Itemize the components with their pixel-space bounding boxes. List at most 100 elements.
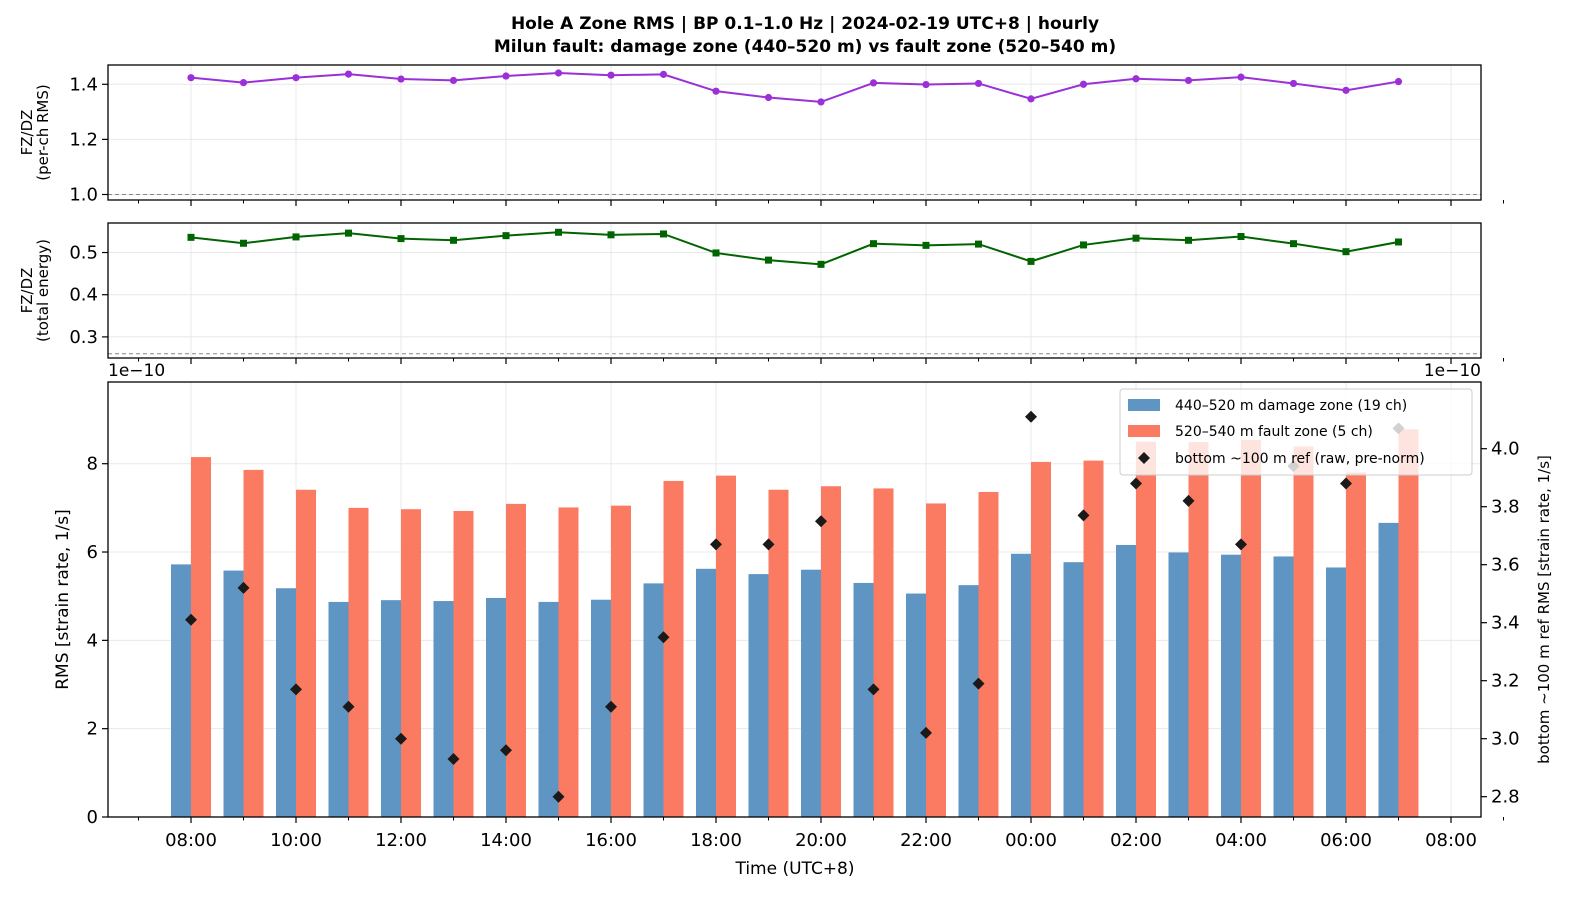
rms-ratio-point <box>712 87 720 95</box>
damage-zone-bar <box>1378 522 1399 817</box>
rms-bar-y-ticks-left: 0 2 4 6 8 <box>87 454 108 828</box>
rms-bar-y-label-right: bottom ~100 m ref RMS [strain rate, 1/s] <box>1535 455 1553 764</box>
y-label-line: FZ/DZ <box>18 268 36 314</box>
rms-ratio-point <box>1132 75 1140 83</box>
rms-ratio-grid <box>108 65 1481 200</box>
energy-ratio-point <box>502 232 510 240</box>
energy-ratio-point <box>1132 234 1140 242</box>
fault-zone-bar <box>1188 442 1209 817</box>
rms-ratio-point <box>607 71 615 79</box>
fault-zone-bar <box>768 489 789 817</box>
y-label-line: FZ/DZ <box>18 110 36 156</box>
reference-marker <box>657 631 670 644</box>
fault-zone-bar <box>611 505 631 817</box>
energy-ratio-point <box>397 235 405 243</box>
rms-ratio-panel: 1.0 1.2 1.4 FZ/DZ(per-ch RMS) <box>18 64 1504 206</box>
rms-bar-x-ticks: 08:00 10:00 12:00 14:00 16:00 18:00 20:00 22:00… <box>138 817 1504 851</box>
y-tick-label: 0.5 <box>69 243 98 264</box>
rms-ratio-y-label: FZ/DZ(per-ch RMS) <box>18 84 52 180</box>
damage-zone-bar <box>381 600 401 817</box>
energy-ratio-point <box>450 236 457 244</box>
reference-marker <box>710 538 722 551</box>
rms-ratio-point <box>344 70 353 78</box>
fault-zone-bars <box>191 429 1419 817</box>
rms-ratio-point <box>869 79 878 87</box>
legend-marker-reference <box>1138 452 1150 464</box>
legend: 440–520 m damage zone (19 ch) 520–540 m … <box>1119 388 1473 476</box>
reference-marker <box>552 790 565 803</box>
rms-ratio-point <box>1184 76 1193 85</box>
energy-ratio-point <box>1027 257 1035 265</box>
reference-marker <box>500 744 512 757</box>
energy-ratio-point <box>1395 238 1402 246</box>
damage-zone-bar <box>958 585 979 817</box>
fault-zone-bar <box>1241 439 1261 817</box>
energy-ratio-point <box>1185 236 1192 244</box>
energy-ratio-point <box>712 249 720 257</box>
x-tick-label: 00:00 <box>1005 830 1057 851</box>
damage-zone-bars <box>171 522 1399 817</box>
energy-ratio-point <box>765 256 772 264</box>
damage-zone-bar <box>643 583 664 817</box>
reference-marker <box>1077 509 1090 522</box>
damage-zone-bar <box>801 569 821 817</box>
damage-zone-bar <box>276 588 296 817</box>
legend-label-damage-zone: 440–520 m damage zone (19 ch) <box>1175 398 1407 414</box>
reference-marker <box>290 683 302 696</box>
energy-ratio-point <box>660 230 667 238</box>
figure-title-line2: Milun fault: damage zone (440–520 m) vs … <box>494 37 1116 57</box>
rms-ratio-point <box>922 80 930 89</box>
right-y-tick-label: 3.2 <box>1491 671 1520 692</box>
damage-zone-bar <box>1116 544 1136 817</box>
energy-ratio-point <box>345 229 352 237</box>
reference-marker <box>447 753 460 765</box>
energy-ratio-point <box>607 231 615 239</box>
fault-zone-bar <box>348 507 369 817</box>
x-tick-label: 22:00 <box>900 830 952 851</box>
x-tick-label: 02:00 <box>1110 830 1162 851</box>
x-tick-label: 18:00 <box>690 830 742 851</box>
y-label-line: (per-ch RMS) <box>34 84 52 180</box>
rms-ratio-point <box>974 79 983 88</box>
fault-zone-bar <box>191 457 211 817</box>
legend-label-reference: bottom ~100 m ref (raw, pre-norm) <box>1175 451 1425 467</box>
fault-zone-bar <box>401 509 421 817</box>
offset-text-left: 1e−10 <box>108 361 165 381</box>
fault-zone-bar <box>1346 472 1366 817</box>
reference-marker <box>1130 477 1142 490</box>
y-tick-label: 8 <box>87 454 98 475</box>
fault-zone-bar <box>453 510 474 817</box>
legend-box <box>1119 388 1473 476</box>
energy-ratio-point <box>1080 241 1087 249</box>
rms-ratio-series <box>187 69 1403 106</box>
energy-ratio-point <box>555 228 562 236</box>
rms-bar-y-label: RMS [strain rate, 1/s] <box>53 509 73 690</box>
reference-marker <box>815 515 827 528</box>
damage-zone-bar <box>1326 567 1346 817</box>
fault-zone-bar <box>1136 441 1156 817</box>
fault-zone-bar <box>873 488 894 817</box>
rms-ratio-frame <box>107 64 1482 201</box>
x-tick-label: 10:00 <box>270 830 322 851</box>
right-y-tick-label: 3.6 <box>1491 555 1520 576</box>
damage-zone-bar <box>1011 553 1031 817</box>
fault-zone-bar <box>243 469 264 817</box>
energy-ratio-point <box>292 233 300 241</box>
rms-ratio-point <box>1027 95 1035 103</box>
y-tick-label: 2 <box>87 719 98 740</box>
damage-zone-bar <box>748 574 769 817</box>
energy-ratio-point <box>1342 248 1350 256</box>
x-tick-label: 08:00 <box>1425 830 1477 851</box>
energy-ratio-line <box>190 231 1399 266</box>
energy-ratio-frame <box>107 222 1482 359</box>
reference-marker <box>342 700 355 713</box>
reference-marker <box>972 677 985 690</box>
energy-ratio-series <box>187 228 1402 268</box>
fault-zone-bar <box>1398 429 1419 817</box>
reference-marker <box>185 613 197 626</box>
figure-title-line1: Hole A Zone RMS | BP 0.1–1.0 Hz | 2024-0… <box>511 14 1099 34</box>
offset-text-right: 1e−10 <box>1424 361 1481 381</box>
right-y-tick-label: 2.8 <box>1491 787 1520 808</box>
reference-marker <box>1182 494 1195 507</box>
